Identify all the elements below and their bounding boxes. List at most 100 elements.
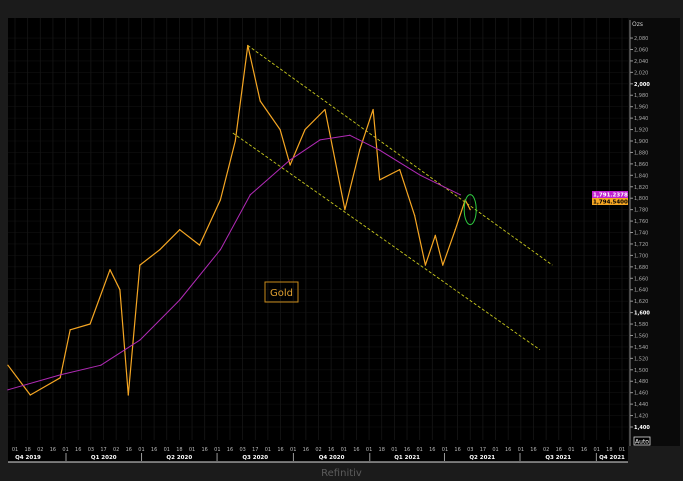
x-axis: 01 18 02 16 01 16 03 17 02 16 01 16 01 18 01 16 01 16 03 17… bbox=[12, 447, 625, 461]
price-point bbox=[424, 264, 426, 266]
x-tick-label: 16 bbox=[126, 447, 132, 453]
price-point bbox=[139, 264, 141, 266]
x-tick-label: 17 bbox=[252, 447, 258, 453]
last-value-text: 1,794.5400 bbox=[593, 200, 628, 206]
quarter-label: Q4 2020 bbox=[319, 455, 345, 461]
price-point bbox=[359, 148, 361, 151]
y-tick-label: 1,940 bbox=[634, 116, 648, 122]
quarter-label: Q4 2021 bbox=[599, 455, 625, 461]
price-point bbox=[279, 128, 281, 131]
quarter-label: Q2 2020 bbox=[166, 455, 192, 461]
x-tick-label: 16 bbox=[202, 447, 208, 453]
price-line bbox=[7, 44, 471, 396]
auto-button[interactable]: Auto bbox=[633, 436, 651, 446]
y-tick-label: 2,080 bbox=[634, 36, 648, 42]
x-tick-label: 16 bbox=[581, 447, 587, 453]
gold-annotation: Gold bbox=[264, 281, 299, 303]
price-point bbox=[304, 128, 306, 131]
y-tick-label: 1,780 bbox=[634, 208, 648, 214]
y-tick-label: 1,480 bbox=[634, 379, 648, 385]
x-tick-label: 01 bbox=[138, 447, 144, 453]
moving-average-point bbox=[100, 364, 102, 366]
x-tick-label: 02 bbox=[543, 447, 549, 453]
x-tick-label: 01 bbox=[214, 447, 220, 453]
price-point bbox=[159, 249, 161, 251]
x-tick-label: 16 bbox=[404, 447, 410, 453]
x-tick-label: 01 bbox=[619, 447, 625, 453]
price-point bbox=[324, 108, 326, 111]
x-tick-label: 17 bbox=[100, 447, 106, 453]
moving-average-point bbox=[349, 134, 351, 136]
price-point bbox=[29, 394, 31, 396]
price-point bbox=[179, 229, 181, 231]
grid bbox=[8, 18, 628, 440]
x-tick-label: 01 bbox=[290, 447, 296, 453]
x-tick-label: 16 bbox=[328, 447, 334, 453]
y-tick-label: 1,580 bbox=[634, 322, 648, 328]
x-tick-label: 01 bbox=[164, 447, 170, 453]
y-tick-label: 1,680 bbox=[634, 265, 648, 271]
moving-average-point bbox=[219, 249, 221, 251]
price-point bbox=[289, 164, 291, 166]
y-tick-label: 1,420 bbox=[634, 414, 648, 420]
moving-average-point bbox=[289, 159, 291, 161]
x-tick-label: 01 bbox=[12, 447, 18, 453]
x-tick-label: 18 bbox=[606, 447, 612, 453]
quarter-label: Q4 2019 bbox=[15, 455, 41, 461]
y-tick-label: 1,500 bbox=[634, 368, 648, 374]
auto-label[interactable]: Auto bbox=[635, 439, 649, 446]
x-tick-label: 01 bbox=[341, 447, 347, 453]
x-tick-label: 16 bbox=[303, 447, 309, 453]
y-tick-label: 2,020 bbox=[634, 70, 648, 76]
x-axis-panel bbox=[8, 440, 628, 462]
quarter-label: Q1 2020 bbox=[91, 455, 117, 461]
price-point bbox=[414, 214, 416, 216]
x-tick-label: 01 bbox=[594, 447, 600, 453]
price-point bbox=[454, 229, 456, 231]
y-tick-label: 1,640 bbox=[634, 288, 648, 294]
x-tick-label: 01 bbox=[265, 447, 271, 453]
price-point bbox=[399, 169, 401, 171]
series-layer bbox=[7, 44, 553, 396]
x-tick-label: 16 bbox=[454, 447, 460, 453]
x-tick-label: 01 bbox=[366, 447, 372, 453]
y-tick-label: 1,900 bbox=[634, 139, 648, 145]
y-tick-label: 1,620 bbox=[634, 299, 648, 305]
last-value-text: 1,791.2378 bbox=[593, 193, 628, 199]
moving-average-point bbox=[319, 139, 321, 141]
moving-average-point bbox=[459, 194, 461, 196]
x-tick-label: 01 bbox=[189, 447, 195, 453]
x-tick-label: 16 bbox=[429, 447, 435, 453]
y-tick-label: 1,880 bbox=[634, 150, 648, 156]
highlight-ellipse bbox=[463, 194, 477, 226]
y-tick-label: 1,840 bbox=[634, 173, 648, 179]
y-tick-label: 2,000 bbox=[634, 82, 650, 88]
x-tick-label: 01 bbox=[568, 447, 574, 453]
x-tick-label: 01 bbox=[391, 447, 397, 453]
x-tick-label: 18 bbox=[176, 447, 182, 453]
y-tick-label: 1,560 bbox=[634, 333, 648, 339]
x-tick-label: 01 bbox=[518, 447, 524, 453]
quarter-label: Q3 2020 bbox=[242, 455, 268, 461]
price-point bbox=[119, 289, 121, 291]
x-tick-label: 03 bbox=[239, 447, 245, 453]
x-tick-label: 16 bbox=[75, 447, 81, 453]
y-tick-label: 1,860 bbox=[634, 162, 648, 168]
price-point bbox=[69, 329, 71, 331]
y-tick-label: 1,460 bbox=[634, 391, 648, 397]
y-tick-label: 1,540 bbox=[634, 345, 648, 351]
y-tick-label: 1,920 bbox=[634, 128, 648, 134]
x-tick-label: 01 bbox=[62, 447, 68, 453]
price-point bbox=[469, 209, 471, 211]
x-tick-label: 18 bbox=[379, 447, 385, 453]
plot-area bbox=[8, 18, 628, 440]
x-tick-label: 16 bbox=[353, 447, 359, 453]
y-tick-label: 1,440 bbox=[634, 402, 648, 408]
moving-average-point bbox=[249, 194, 251, 196]
x-tick-label: 01 bbox=[442, 447, 448, 453]
x-tick-label: 16 bbox=[505, 447, 511, 453]
y-unit-label: Ozs bbox=[632, 21, 643, 28]
price-point bbox=[59, 377, 61, 379]
